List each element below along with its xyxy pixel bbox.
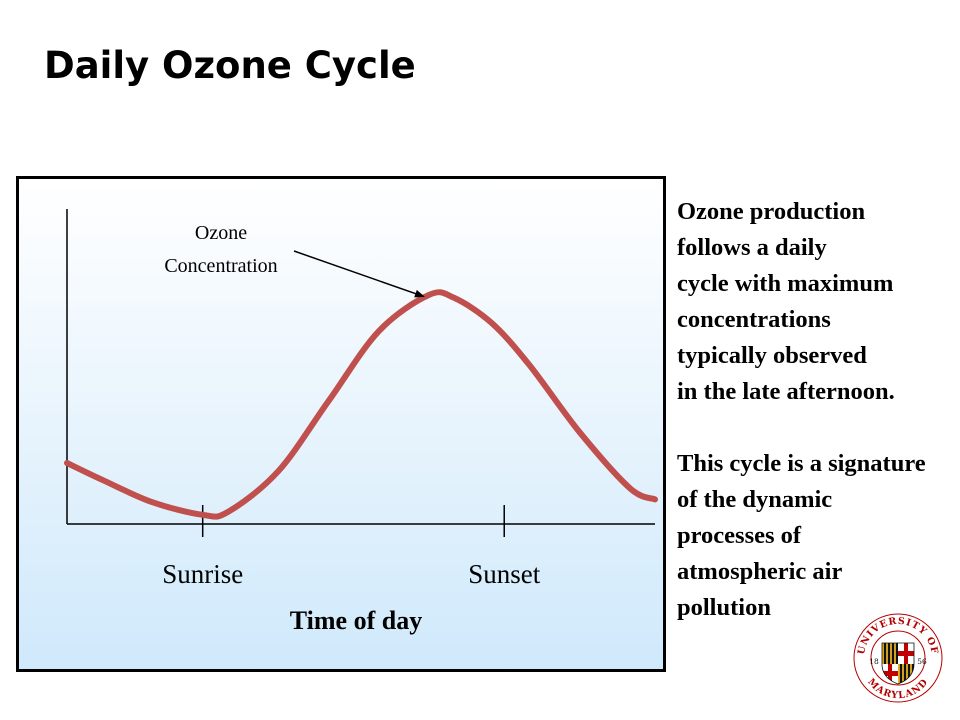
body-text-line: atmospheric air: [677, 558, 843, 585]
annotation-arrow: [293, 250, 425, 298]
seal-year-right: 56: [917, 657, 927, 666]
body-text-line: processes of: [677, 522, 802, 549]
chart-panel: Sunrise Sunset Ozone Concentration Time o…: [16, 176, 666, 672]
body-text-line: cycle with maximum: [677, 270, 894, 297]
body-text-line: pollution: [677, 594, 771, 621]
seal-year-left: 18: [869, 657, 879, 666]
body-text-line: typically observed: [677, 342, 867, 369]
body-text-line: in the late afternoon.: [677, 378, 895, 405]
body-text-line: of the dynamic: [677, 486, 833, 513]
ozone-concentration-line: [64, 289, 658, 520]
x-tick-label: Sunrise: [162, 559, 243, 589]
body-text-line: Ozone production: [677, 198, 866, 225]
x-axis-title: Time of day: [290, 606, 422, 635]
slide-body-text: Ozone production follows a daily cycle wit…: [677, 194, 960, 626]
body-text-line: concentrations: [677, 306, 831, 333]
body-text-line: follows a daily: [677, 234, 827, 261]
body-text-spacer: [677, 410, 960, 446]
x-tick-label: Sunset: [468, 559, 541, 589]
body-text-line: This cycle is a signature: [677, 450, 926, 477]
x-ticks: Sunrise Sunset: [162, 505, 541, 589]
annotation-label-line-2: Concentration: [164, 255, 277, 277]
annotation-label-line-1: Ozone: [195, 222, 247, 244]
university-of-maryland-seal: UNIVERSITY OF MARYLAND 18 56: [853, 613, 943, 703]
ozone-cycle-chart: Sunrise Sunset Ozone Concentration Time o…: [64, 209, 658, 635]
slide-title: Daily Ozone Cycle: [44, 44, 416, 87]
